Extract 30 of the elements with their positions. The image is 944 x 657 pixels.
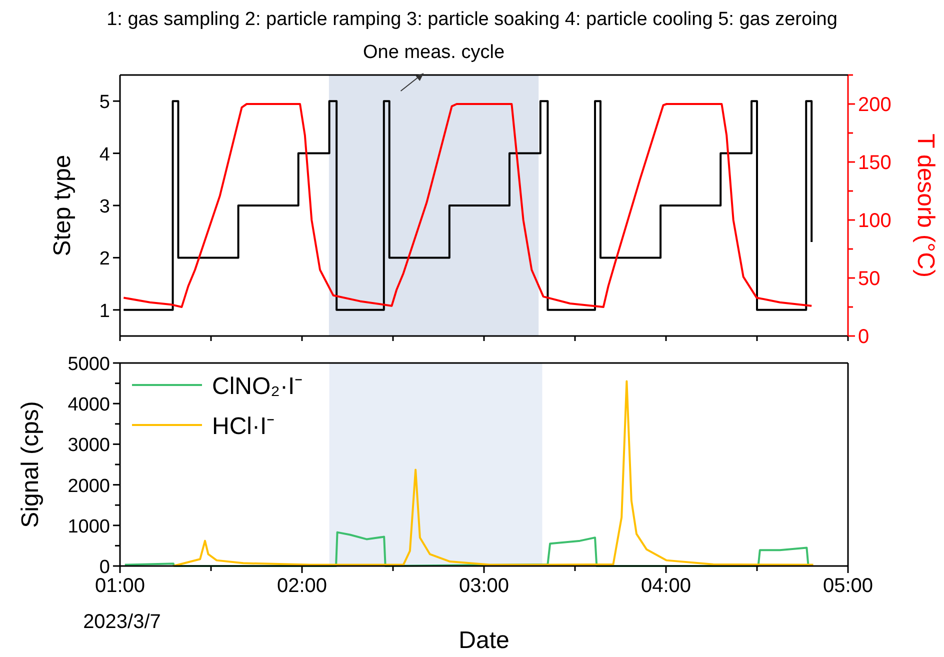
- y2-tick-label: 0: [858, 326, 870, 348]
- y2-tick-label: 150: [858, 152, 892, 174]
- y2-axis-title: T desorb (°C): [912, 134, 939, 278]
- y-tick-label: 2000: [68, 476, 110, 497]
- chart-title: 1: gas sampling 2: particle ramping 3: particle soaking 4: particle cooling 5: gas zeroing: [106, 9, 838, 30]
- y-tick-label: 2: [99, 248, 110, 270]
- text: 2023/3/7: [83, 611, 161, 633]
- x-tick-label: 05:00: [822, 575, 874, 597]
- y-tick-label: 5: [99, 92, 110, 114]
- y-tick-label: 1000: [68, 516, 110, 538]
- x-tick-label: 02:00: [276, 575, 328, 597]
- y-tick-label: 0: [99, 557, 110, 578]
- y-axis-title: Signal (cps): [17, 401, 44, 528]
- y2-tick-label: 200: [858, 94, 892, 116]
- x-tick-label: 03:00: [458, 575, 510, 597]
- text: One meas. cycle: [363, 42, 505, 63]
- x-axis-title: Date: [458, 627, 510, 654]
- legend-label: HCl·I⁻: [212, 413, 275, 440]
- legend-label: ClNO₂·I⁻: [212, 373, 303, 400]
- y2-tick-label: 100: [858, 210, 892, 232]
- y-tick-label: 3: [99, 196, 110, 218]
- x-tick-label: 01:00: [94, 575, 146, 597]
- y-tick-label: 3000: [68, 435, 110, 456]
- y2-tick-label: 50: [858, 268, 880, 290]
- y-tick-label: 5000: [68, 354, 110, 375]
- y-tick-label: 4000: [68, 394, 110, 416]
- y-tick-label: 4: [99, 144, 110, 166]
- y-axis-title: Step type: [49, 154, 76, 256]
- x-tick-label: 04:00: [640, 575, 692, 597]
- y-tick-label: 1: [99, 300, 110, 322]
